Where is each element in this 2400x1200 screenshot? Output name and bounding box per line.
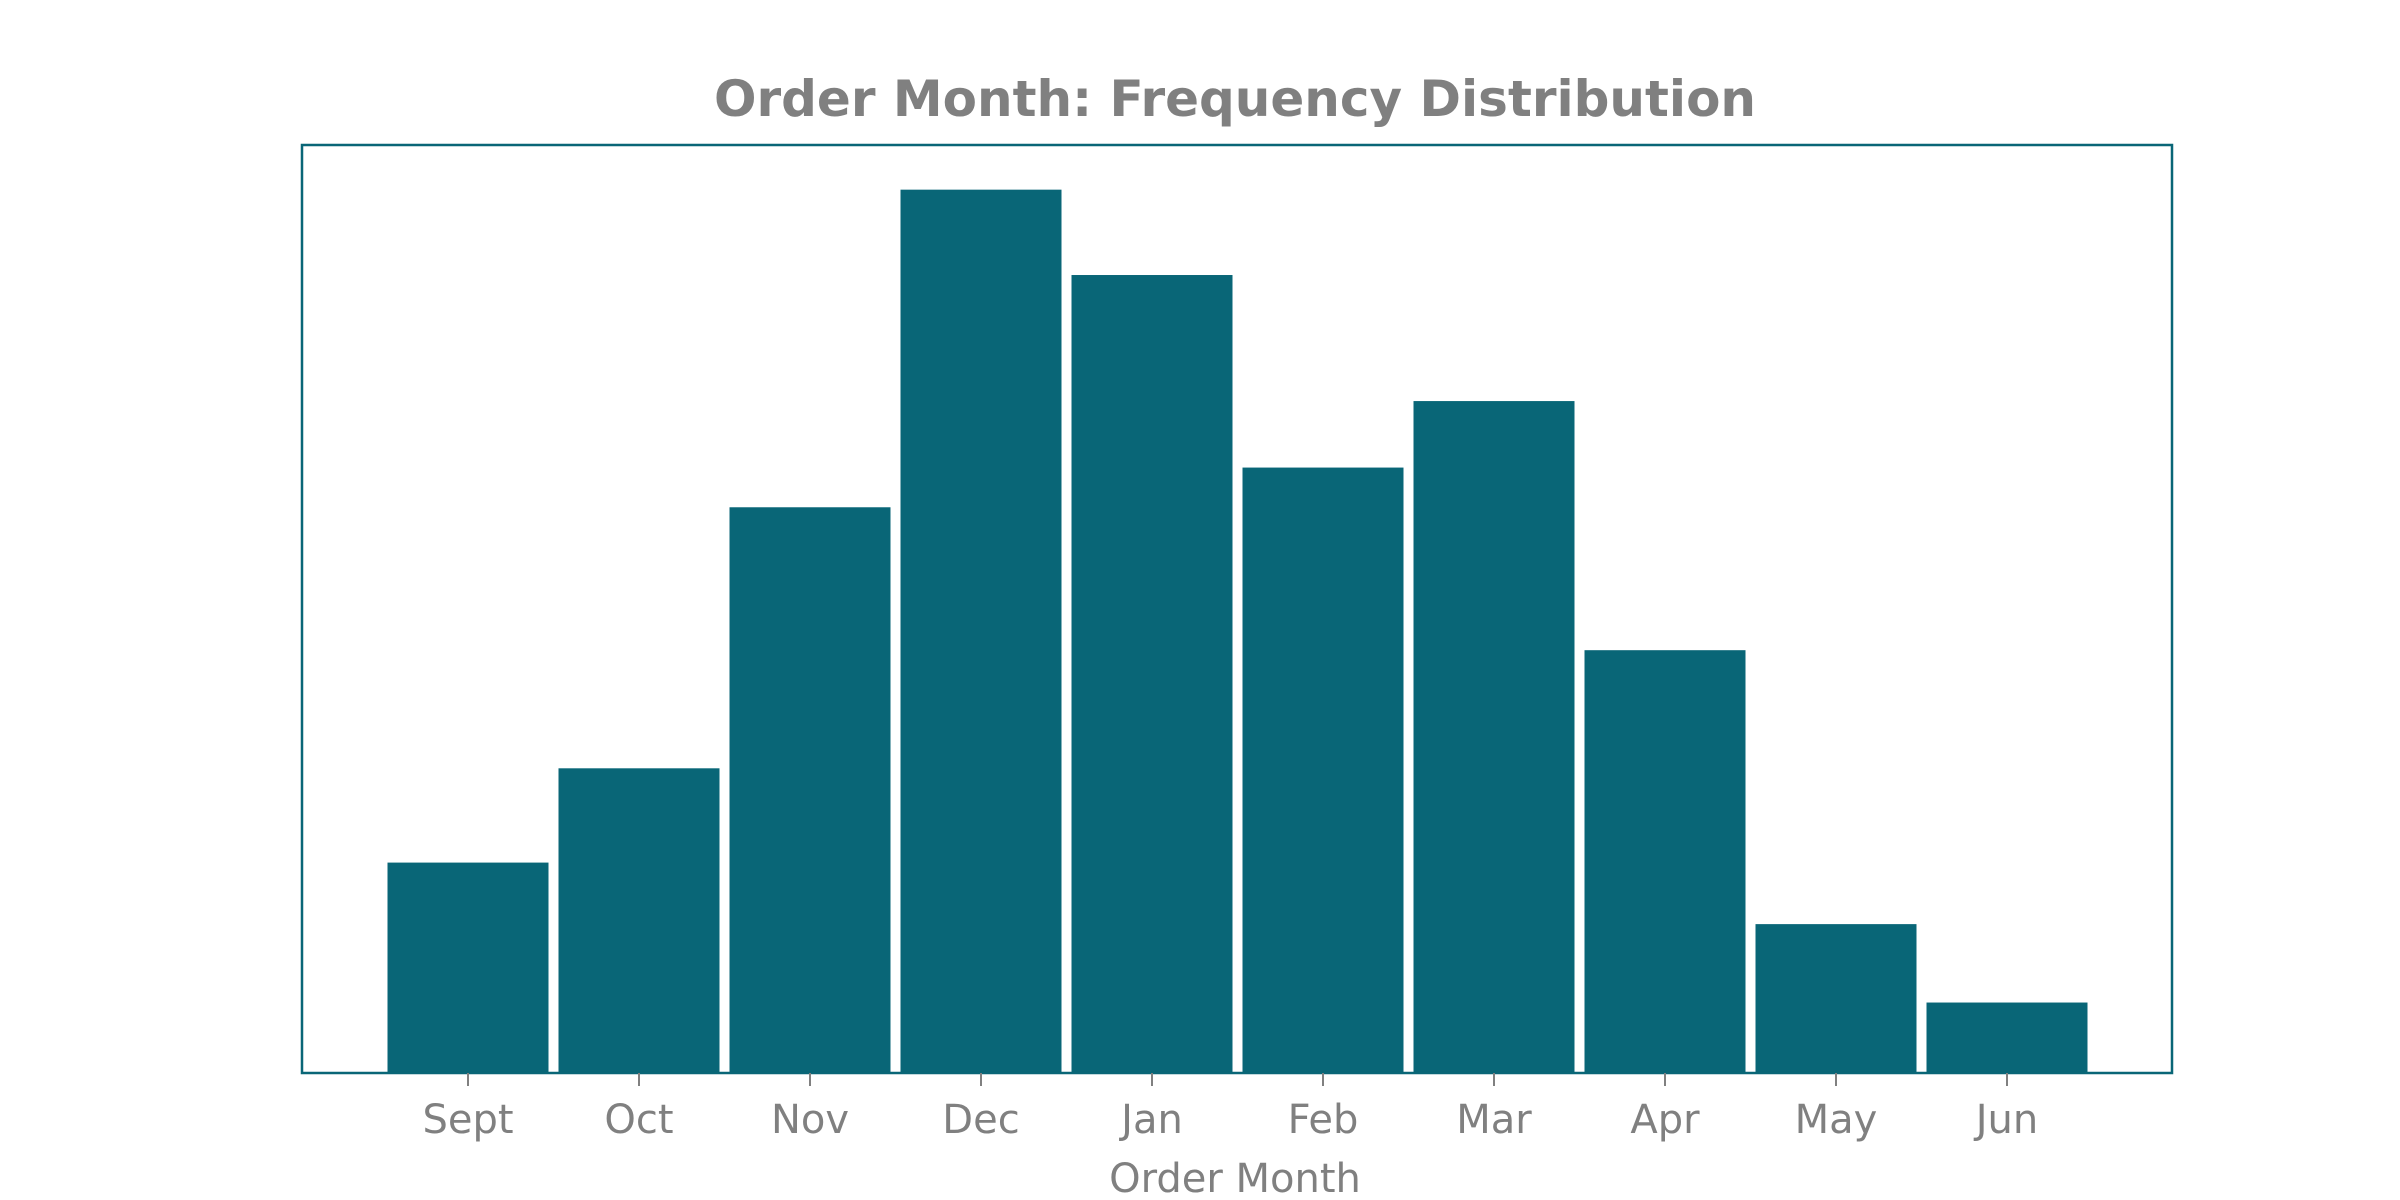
bar-feb: [1242, 467, 1404, 1073]
bar-oct: [558, 768, 720, 1073]
bar-jun: [1926, 1002, 2088, 1073]
x-tick-label: Feb: [1288, 1097, 1359, 1143]
bar-sept: [387, 862, 549, 1073]
bars-layer: [387, 189, 2088, 1074]
x-tick-label: May: [1795, 1097, 1878, 1143]
x-tick-label: Mar: [1456, 1097, 1532, 1143]
x-tick-label: Nov: [771, 1097, 849, 1143]
bar-dec: [900, 189, 1062, 1074]
bar-may: [1755, 924, 1917, 1073]
bar-apr: [1584, 650, 1746, 1073]
plot-frame: [300, 143, 2174, 1075]
bar-nov: [729, 507, 891, 1074]
bar-mar: [1413, 401, 1575, 1073]
x-tick-label: Jun: [1973, 1097, 2039, 1143]
x-tick-label: Dec: [942, 1097, 1019, 1143]
bar-jan: [1071, 275, 1233, 1073]
x-axis-label: Order Month: [1109, 1156, 1361, 1200]
chart-title: Order Month: Frequency Distribution: [714, 70, 1756, 128]
x-tick-label: Jan: [1118, 1097, 1183, 1143]
x-tick-label: Oct: [604, 1097, 673, 1143]
x-tick-label: Apr: [1630, 1097, 1700, 1143]
x-axis-ticks: Sept Oct Nov Dec Jan Feb Mar Apr May Jun: [422, 1073, 2038, 1143]
x-tick-label: Sept: [422, 1097, 513, 1143]
